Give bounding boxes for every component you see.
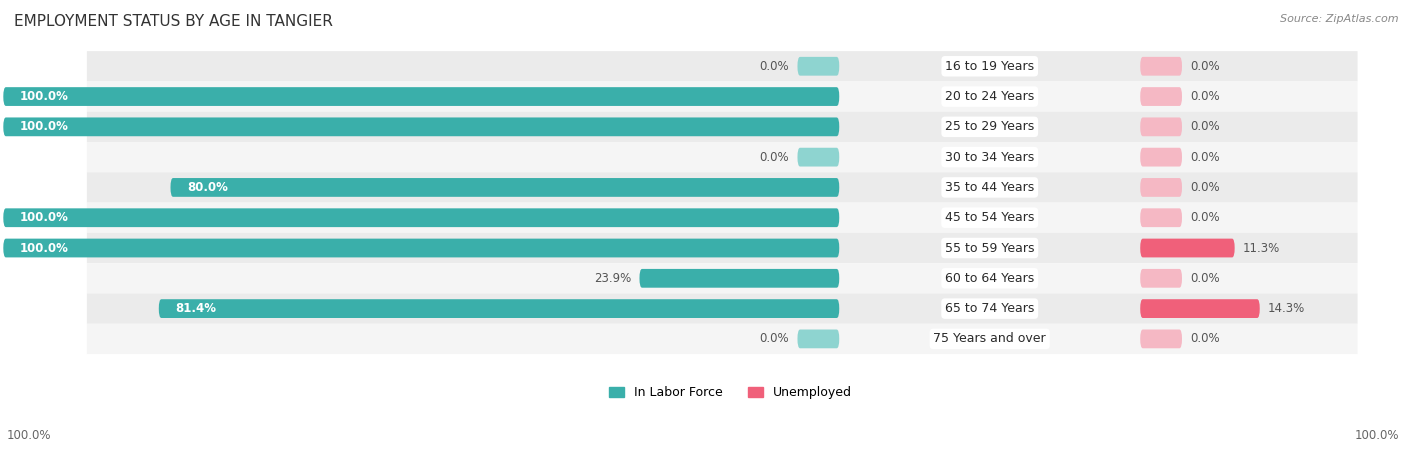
Text: Source: ZipAtlas.com: Source: ZipAtlas.com (1281, 14, 1399, 23)
FancyBboxPatch shape (87, 263, 1358, 294)
Text: 23.9%: 23.9% (593, 272, 631, 285)
Text: 14.3%: 14.3% (1268, 302, 1305, 315)
FancyBboxPatch shape (1140, 148, 1182, 166)
Text: 100.0%: 100.0% (7, 429, 52, 442)
Text: 81.4%: 81.4% (176, 302, 217, 315)
Text: 0.0%: 0.0% (1191, 60, 1220, 73)
Text: 30 to 34 Years: 30 to 34 Years (945, 151, 1035, 164)
FancyBboxPatch shape (1140, 178, 1182, 197)
Text: 20 to 24 Years: 20 to 24 Years (945, 90, 1035, 103)
FancyBboxPatch shape (87, 51, 1358, 82)
Text: 16 to 19 Years: 16 to 19 Years (945, 60, 1035, 73)
Text: 35 to 44 Years: 35 to 44 Years (945, 181, 1035, 194)
FancyBboxPatch shape (1140, 87, 1182, 106)
FancyBboxPatch shape (1140, 239, 1234, 258)
FancyBboxPatch shape (3, 239, 839, 258)
FancyBboxPatch shape (87, 142, 1358, 172)
Text: 100.0%: 100.0% (20, 120, 69, 133)
FancyBboxPatch shape (1140, 269, 1182, 288)
Text: 0.0%: 0.0% (1191, 181, 1220, 194)
FancyBboxPatch shape (87, 172, 1358, 202)
FancyBboxPatch shape (87, 294, 1358, 324)
FancyBboxPatch shape (87, 202, 1358, 233)
Text: 0.0%: 0.0% (1191, 151, 1220, 164)
FancyBboxPatch shape (170, 178, 839, 197)
Text: 0.0%: 0.0% (1191, 211, 1220, 224)
Text: 0.0%: 0.0% (759, 332, 789, 345)
Text: 0.0%: 0.0% (759, 60, 789, 73)
FancyBboxPatch shape (3, 208, 839, 227)
FancyBboxPatch shape (3, 87, 839, 106)
Text: 0.0%: 0.0% (1191, 90, 1220, 103)
Text: 80.0%: 80.0% (187, 181, 228, 194)
FancyBboxPatch shape (1140, 208, 1182, 227)
Legend: In Labor Force, Unemployed: In Labor Force, Unemployed (609, 386, 852, 399)
Text: 100.0%: 100.0% (20, 242, 69, 254)
Text: 60 to 64 Years: 60 to 64 Years (945, 272, 1035, 285)
FancyBboxPatch shape (1140, 330, 1182, 348)
Text: 75 Years and over: 75 Years and over (934, 332, 1046, 345)
FancyBboxPatch shape (87, 112, 1358, 142)
FancyBboxPatch shape (1140, 117, 1182, 136)
Text: 45 to 54 Years: 45 to 54 Years (945, 211, 1035, 224)
Text: 25 to 29 Years: 25 to 29 Years (945, 120, 1035, 133)
Text: 0.0%: 0.0% (1191, 332, 1220, 345)
FancyBboxPatch shape (797, 330, 839, 348)
Text: 11.3%: 11.3% (1243, 242, 1281, 254)
FancyBboxPatch shape (1140, 299, 1260, 318)
Text: 0.0%: 0.0% (1191, 120, 1220, 133)
FancyBboxPatch shape (1140, 57, 1182, 76)
Text: 100.0%: 100.0% (1354, 429, 1399, 442)
FancyBboxPatch shape (640, 269, 839, 288)
FancyBboxPatch shape (87, 324, 1358, 354)
FancyBboxPatch shape (87, 233, 1358, 263)
Text: 100.0%: 100.0% (20, 211, 69, 224)
FancyBboxPatch shape (797, 148, 839, 166)
Text: 100.0%: 100.0% (20, 90, 69, 103)
Text: 0.0%: 0.0% (759, 151, 789, 164)
Text: EMPLOYMENT STATUS BY AGE IN TANGIER: EMPLOYMENT STATUS BY AGE IN TANGIER (14, 14, 333, 28)
Text: 65 to 74 Years: 65 to 74 Years (945, 302, 1035, 315)
FancyBboxPatch shape (159, 299, 839, 318)
FancyBboxPatch shape (87, 82, 1358, 112)
FancyBboxPatch shape (3, 117, 839, 136)
Text: 0.0%: 0.0% (1191, 272, 1220, 285)
FancyBboxPatch shape (797, 57, 839, 76)
Text: 55 to 59 Years: 55 to 59 Years (945, 242, 1035, 254)
